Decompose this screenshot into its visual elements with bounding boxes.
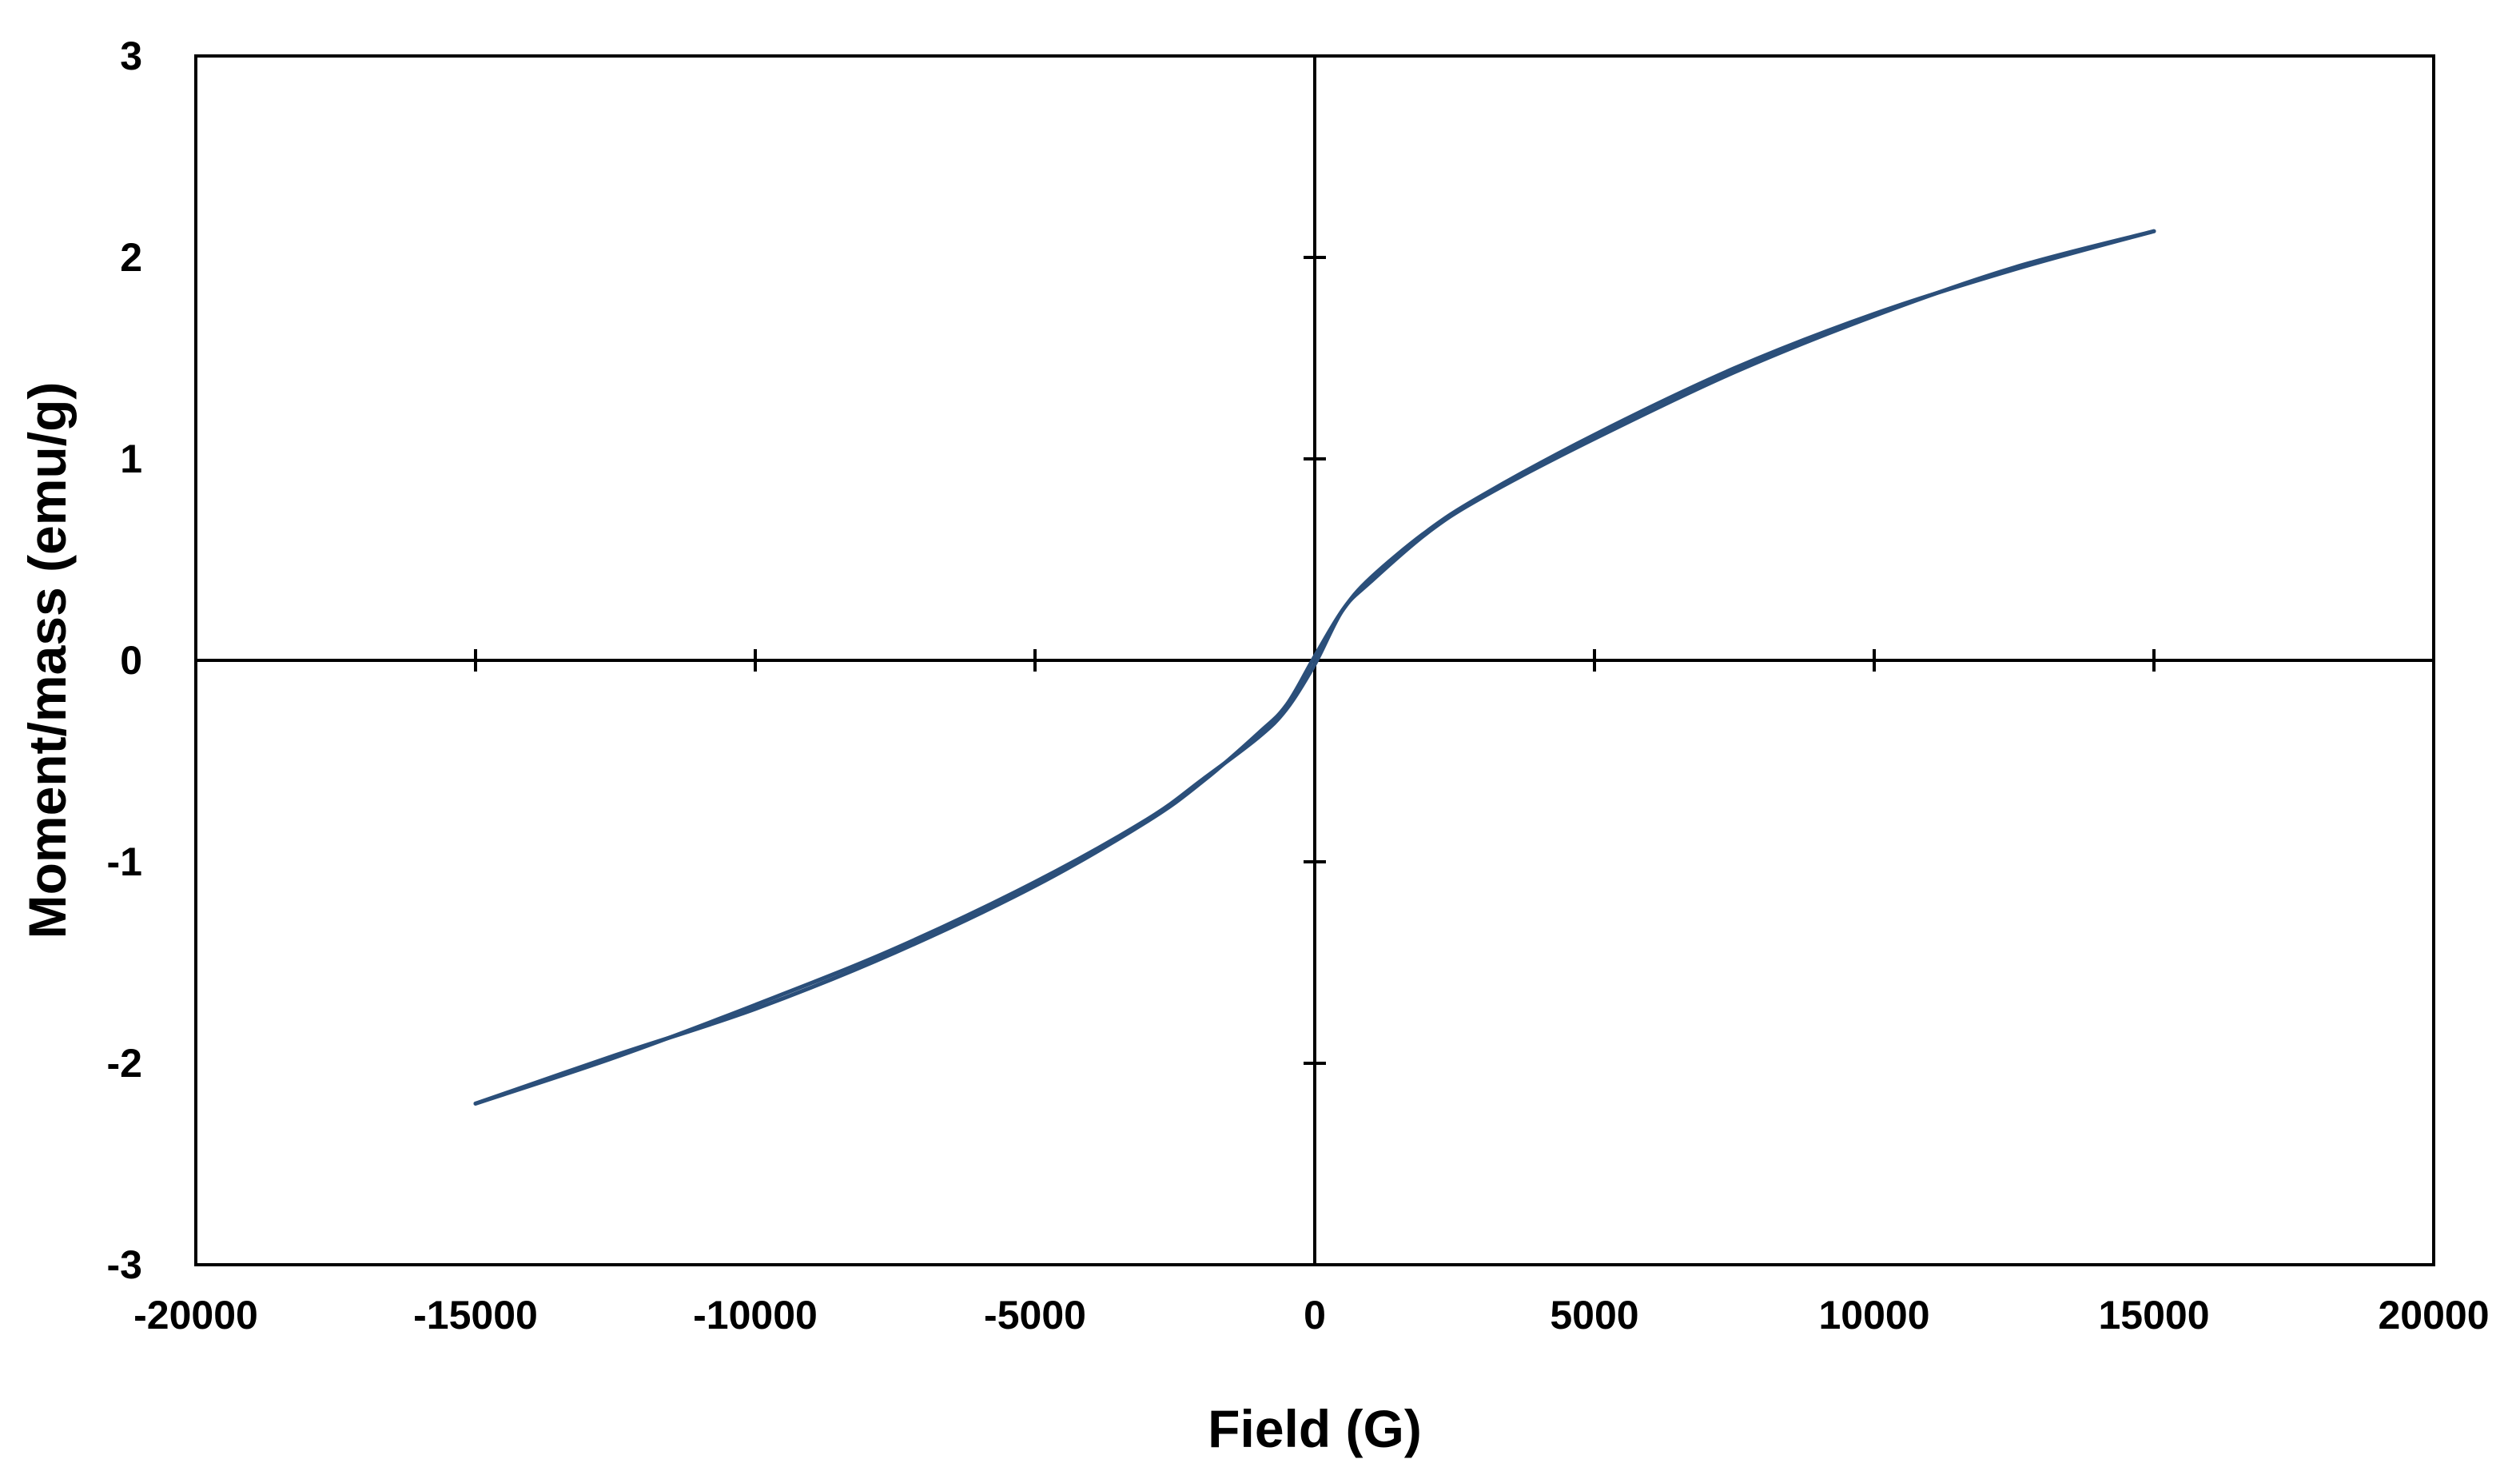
x-tick-label: -15000	[413, 1293, 538, 1337]
x-axis-title: Field (G)	[1208, 1399, 1422, 1458]
y-tick-labels-group: -3 -2 -1 0 1 2 3	[107, 34, 142, 1287]
series-group	[473, 229, 2156, 1106]
y-ticks-group	[1304, 256, 1326, 1065]
x-tick-labels-group: -20000 -15000 -10000 -5000 0 5000 10000 15000 20…	[133, 1293, 2489, 1337]
x-ticks-group	[474, 649, 2156, 672]
x-tick-label: 15000	[2098, 1293, 2209, 1337]
y-axis-title: Moment/mass (emu/g)	[18, 382, 77, 939]
x-tick-label: -5000	[984, 1293, 1086, 1337]
x-tick-label: 0	[1304, 1293, 1326, 1337]
y-tick-label: 0	[120, 638, 142, 683]
x-tick-label: 10000	[1818, 1293, 1929, 1337]
series-line-descending	[473, 229, 2156, 1106]
y-tick-label: 2	[120, 235, 142, 280]
series-line-ascending	[473, 229, 2156, 1106]
x-tick-label: -20000	[133, 1293, 258, 1337]
y-tick-label: 3	[120, 34, 142, 78]
y-tick-label: -3	[107, 1242, 142, 1287]
y-tick-label: -2	[107, 1041, 142, 1086]
x-tick-label: 20000	[2378, 1293, 2489, 1337]
x-tick-label: 5000	[1550, 1293, 1638, 1337]
y-tick-label: 1	[120, 437, 142, 481]
y-tick-label: -1	[107, 839, 142, 884]
x-tick-label: -10000	[693, 1293, 818, 1337]
